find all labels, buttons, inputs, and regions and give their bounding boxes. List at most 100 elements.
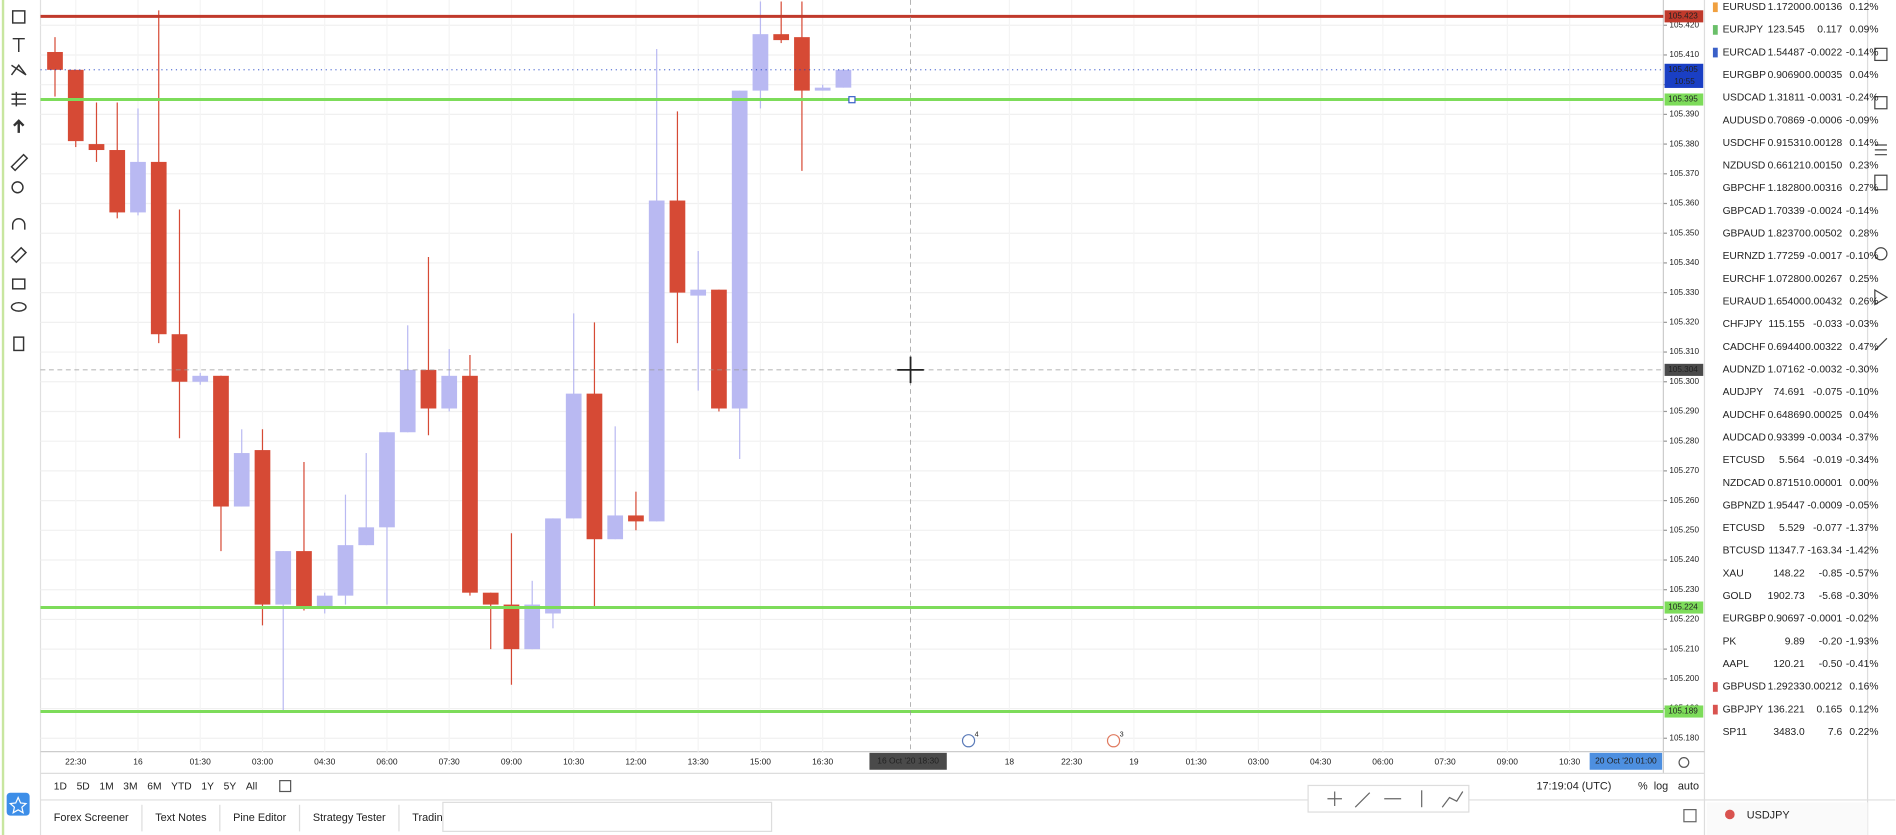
bottom-tab[interactable]: Text Notes: [155, 812, 207, 824]
side-icon[interactable]: [1874, 174, 1888, 191]
tool-icon[interactable]: [13, 336, 25, 352]
star-button[interactable]: [6, 792, 30, 816]
symbol[interactable]: EURGBP: [1723, 614, 1767, 625]
tool-icon[interactable]: [11, 181, 24, 194]
symbol[interactable]: ETCUSD: [1723, 455, 1765, 466]
draw-tool[interactable]: [1354, 792, 1371, 808]
symbol[interactable]: AUDNZD: [1723, 364, 1766, 375]
symbol[interactable]: USDCHF: [1723, 138, 1766, 149]
last: 9.89: [1785, 636, 1805, 647]
timeframe[interactable]: 1M: [99, 781, 113, 792]
tool-icon[interactable]: [13, 119, 25, 133]
symbol[interactable]: EURGBP: [1723, 70, 1767, 81]
symbol[interactable]: AUDUSD: [1723, 115, 1766, 126]
flag[interactable]: [1712, 682, 1718, 692]
last: 0.69440: [1768, 342, 1805, 353]
symbol[interactable]: BTCUSD: [1723, 546, 1765, 557]
change: 0.00025: [1805, 410, 1842, 421]
last: 136.221: [1768, 704, 1805, 715]
tool-icon[interactable]: [12, 37, 25, 52]
bottom-tab[interactable]: Forex Screener: [54, 812, 129, 824]
symbol[interactable]: AAPL: [1723, 659, 1750, 670]
flag[interactable]: [1712, 2, 1718, 13]
symbol[interactable]: USDCAD: [1723, 93, 1766, 104]
symbol[interactable]: PK: [1723, 636, 1737, 647]
change-pct: -1.37%: [1846, 523, 1879, 534]
tool-icon[interactable]: [11, 91, 26, 107]
handle[interactable]: [848, 96, 856, 104]
symbol[interactable]: GBPCHF: [1723, 183, 1766, 194]
auto-toggle[interactable]: auto: [1678, 781, 1699, 793]
symbol-flag: [1724, 809, 1735, 820]
symbol[interactable]: SP11: [1723, 727, 1748, 738]
event-icon[interactable]: [1106, 734, 1121, 748]
x-tick-label: 22:30: [65, 757, 86, 767]
symbol[interactable]: ETCUSD: [1723, 523, 1765, 534]
tool-icon[interactable]: [10, 64, 27, 76]
timeframe[interactable]: 1Y: [201, 781, 214, 792]
symbol[interactable]: NZDCAD: [1723, 478, 1766, 489]
tool-icon[interactable]: [10, 153, 29, 172]
symbol[interactable]: GBPJPY: [1723, 704, 1764, 715]
symbol[interactable]: AUDJPY: [1723, 387, 1764, 398]
timeframe[interactable]: 1D: [54, 781, 67, 792]
tool-icon[interactable]: [11, 218, 26, 230]
percent-toggle[interactable]: %: [1638, 781, 1648, 793]
log-toggle[interactable]: log: [1654, 781, 1669, 793]
last: 0.87151: [1768, 478, 1805, 489]
calendar-icon[interactable]: [279, 780, 292, 793]
x-tick-label: 16: [133, 757, 143, 767]
symbol[interactable]: EURJPY: [1723, 25, 1764, 36]
symbol[interactable]: CHFJPY: [1723, 319, 1763, 330]
symbol[interactable]: GBPCAD: [1723, 206, 1766, 217]
symbol[interactable]: AUDCHF: [1723, 410, 1766, 421]
timeframe[interactable]: 5Y: [224, 781, 237, 792]
change-pct: -0.30%: [1846, 591, 1879, 602]
timeframe[interactable]: 5D: [77, 781, 90, 792]
side-icon[interactable]: [1874, 288, 1889, 306]
bottom-tab[interactable]: Trading: [412, 812, 448, 824]
symbol[interactable]: GOLD: [1723, 591, 1752, 602]
symbol[interactable]: GBPNZD: [1723, 500, 1766, 511]
timeframe[interactable]: All: [246, 781, 257, 792]
settings-icon[interactable]: [1678, 757, 1690, 768]
symbol[interactable]: AUDCAD: [1723, 432, 1766, 443]
draw-tool[interactable]: [1327, 791, 1342, 806]
tool-icon[interactable]: [10, 246, 28, 264]
flag[interactable]: [1712, 47, 1718, 58]
symbol[interactable]: EURNZD: [1723, 251, 1766, 262]
symbol[interactable]: NZDUSD: [1723, 161, 1766, 172]
timeframe[interactable]: 3M: [123, 781, 137, 792]
side-icon[interactable]: [1874, 96, 1888, 110]
tool-icon[interactable]: [11, 10, 26, 24]
symbol[interactable]: EURAUD: [1723, 297, 1766, 308]
timeframe[interactable]: 6M: [147, 781, 161, 792]
symbol[interactable]: EURCHF: [1723, 274, 1766, 285]
side-icon[interactable]: [1874, 144, 1887, 156]
symbol[interactable]: GBPAUD: [1723, 229, 1766, 240]
level-price: 105.224: [1668, 603, 1698, 612]
symbol[interactable]: GBPUSD: [1723, 682, 1766, 693]
side-icon[interactable]: [1874, 247, 1888, 261]
y-tick-label: 105.350: [1669, 228, 1699, 237]
timeframe[interactable]: YTD: [171, 781, 192, 792]
bottom-tab[interactable]: Pine Editor: [233, 812, 287, 824]
tool-icon[interactable]: [11, 278, 26, 290]
side-icon[interactable]: [1874, 47, 1888, 62]
draw-tool[interactable]: [1441, 791, 1464, 808]
symbol[interactable]: EURCAD: [1723, 47, 1766, 58]
flag[interactable]: [1712, 704, 1718, 715]
symbol[interactable]: XAU: [1723, 568, 1744, 579]
bottom-tab[interactable]: Strategy Tester: [313, 812, 386, 824]
flag[interactable]: [1712, 25, 1718, 35]
side-icon[interactable]: [1874, 337, 1888, 351]
symbol-name[interactable]: USDJPY: [1747, 810, 1790, 822]
window-icon[interactable]: [1683, 809, 1697, 823]
event-icon[interactable]: [961, 734, 976, 748]
y-tick-label: 105.270: [1669, 466, 1699, 475]
symbol[interactable]: EURUSD: [1723, 2, 1766, 13]
change: -0.20: [1819, 636, 1843, 647]
tool-icon[interactable]: [10, 301, 27, 312]
symbol[interactable]: CADCHF: [1723, 342, 1766, 353]
